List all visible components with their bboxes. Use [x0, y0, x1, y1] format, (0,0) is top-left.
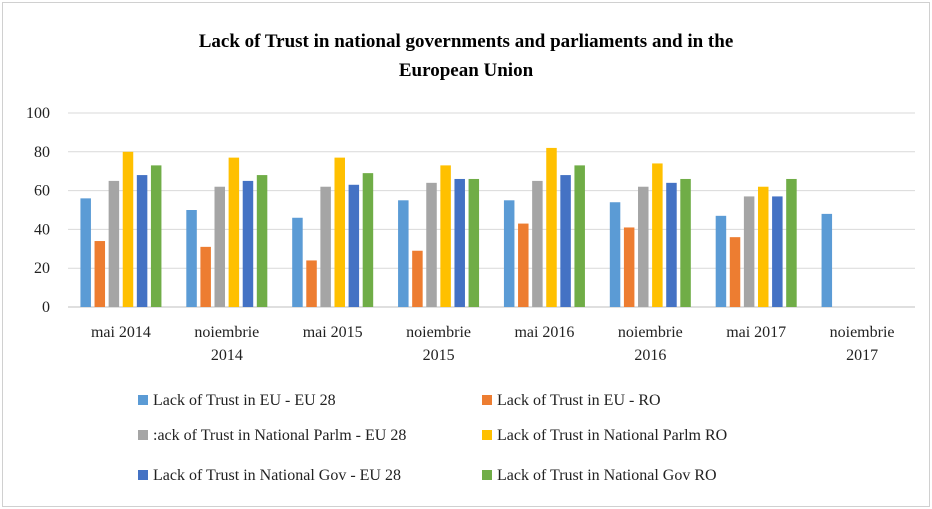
bar: [136, 175, 148, 307]
x-axis-ticks: mai 2014 noiembrie 2014 mai 2015 noiembrie 20…: [91, 324, 895, 364]
x-tick-label: mai 2014: [91, 324, 151, 341]
bar: [186, 210, 197, 307]
legend-swatch: [482, 395, 492, 405]
bar: [228, 157, 240, 307]
bar: [412, 250, 423, 307]
bar: [348, 184, 360, 307]
y-tick-label: 60: [34, 183, 50, 200]
bar: [560, 175, 571, 307]
bar: [503, 200, 515, 307]
bar: [242, 180, 254, 307]
legend: Lack of Trust in EU - EU 28 Lack of Trust…: [138, 392, 727, 484]
x-tick-label: mai 2016: [514, 324, 574, 341]
bar: [743, 196, 755, 307]
y-tick-label: 0: [42, 299, 50, 316]
bar: [200, 246, 211, 307]
bar: [638, 186, 649, 307]
bar: [715, 215, 727, 307]
bar: [320, 186, 331, 307]
bar: [532, 180, 543, 307]
bar: [214, 186, 226, 307]
chart-title-line-2: European Union: [399, 60, 534, 81]
x-tick-label: noiembrie: [194, 324, 259, 341]
x-tick-label: noiembrie: [406, 324, 471, 341]
x-tick-label: 2016: [634, 347, 666, 364]
bar: [94, 241, 106, 307]
bar: [518, 223, 529, 307]
bar: [574, 165, 585, 307]
bar: [398, 200, 409, 307]
x-tick-label: 2017: [846, 347, 878, 364]
bar: [609, 202, 621, 307]
bar: [292, 217, 303, 307]
chart-title-line-1: Lack of Trust in national governments an…: [199, 31, 734, 52]
bar: [108, 180, 120, 307]
legend-label: Lack of Trust in National Gov RO: [497, 467, 717, 484]
legend-swatch: [138, 470, 148, 480]
bar: [454, 178, 465, 307]
bar: [468, 178, 480, 307]
x-tick-label: noiembrie: [618, 324, 683, 341]
bar: [122, 151, 134, 307]
bars: [80, 147, 833, 307]
legend-label: Lack of Trust in EU - RO: [497, 392, 661, 409]
bar: [786, 178, 797, 307]
legend-swatch: [482, 470, 492, 480]
x-tick-label: 2015: [423, 347, 455, 364]
y-tick-label: 40: [34, 221, 50, 238]
bar: [757, 186, 769, 307]
bar: [546, 147, 557, 307]
legend-swatch: [138, 430, 148, 440]
y-tick-label: 20: [34, 260, 50, 277]
legend-label: Lack of Trust in EU - EU 28: [153, 392, 336, 409]
bar: [772, 196, 783, 307]
bar: [666, 182, 677, 307]
bar: [440, 165, 451, 307]
bar: [150, 165, 162, 307]
legend-swatch: [138, 395, 148, 405]
x-tick-label: noiembrie: [830, 324, 895, 341]
bar: [80, 198, 91, 307]
x-tick-label: 2014: [211, 347, 243, 364]
bar: [334, 157, 345, 307]
legend-label: :ack of Trust in National Parlm - EU 28: [153, 427, 406, 444]
bar: [306, 260, 317, 307]
legend-label: Lack of Trust in National Parlm RO: [497, 427, 727, 444]
legend-label: Lack of Trust in National Gov - EU 28: [153, 467, 401, 484]
bar: [362, 173, 374, 307]
y-tick-label: 80: [34, 144, 50, 161]
legend-swatch: [482, 430, 492, 440]
y-tick-label: 100: [26, 105, 50, 122]
x-tick-label: mai 2015: [303, 324, 363, 341]
bar: [821, 213, 833, 307]
bar: [652, 163, 663, 307]
bar: [256, 175, 268, 307]
bar: [729, 237, 741, 307]
bar: [623, 227, 635, 307]
bar: [680, 178, 691, 307]
x-tick-label: mai 2017: [726, 324, 786, 341]
bar: [426, 182, 437, 307]
y-axis-ticks: 0 20 40 60 80 100: [26, 105, 50, 316]
